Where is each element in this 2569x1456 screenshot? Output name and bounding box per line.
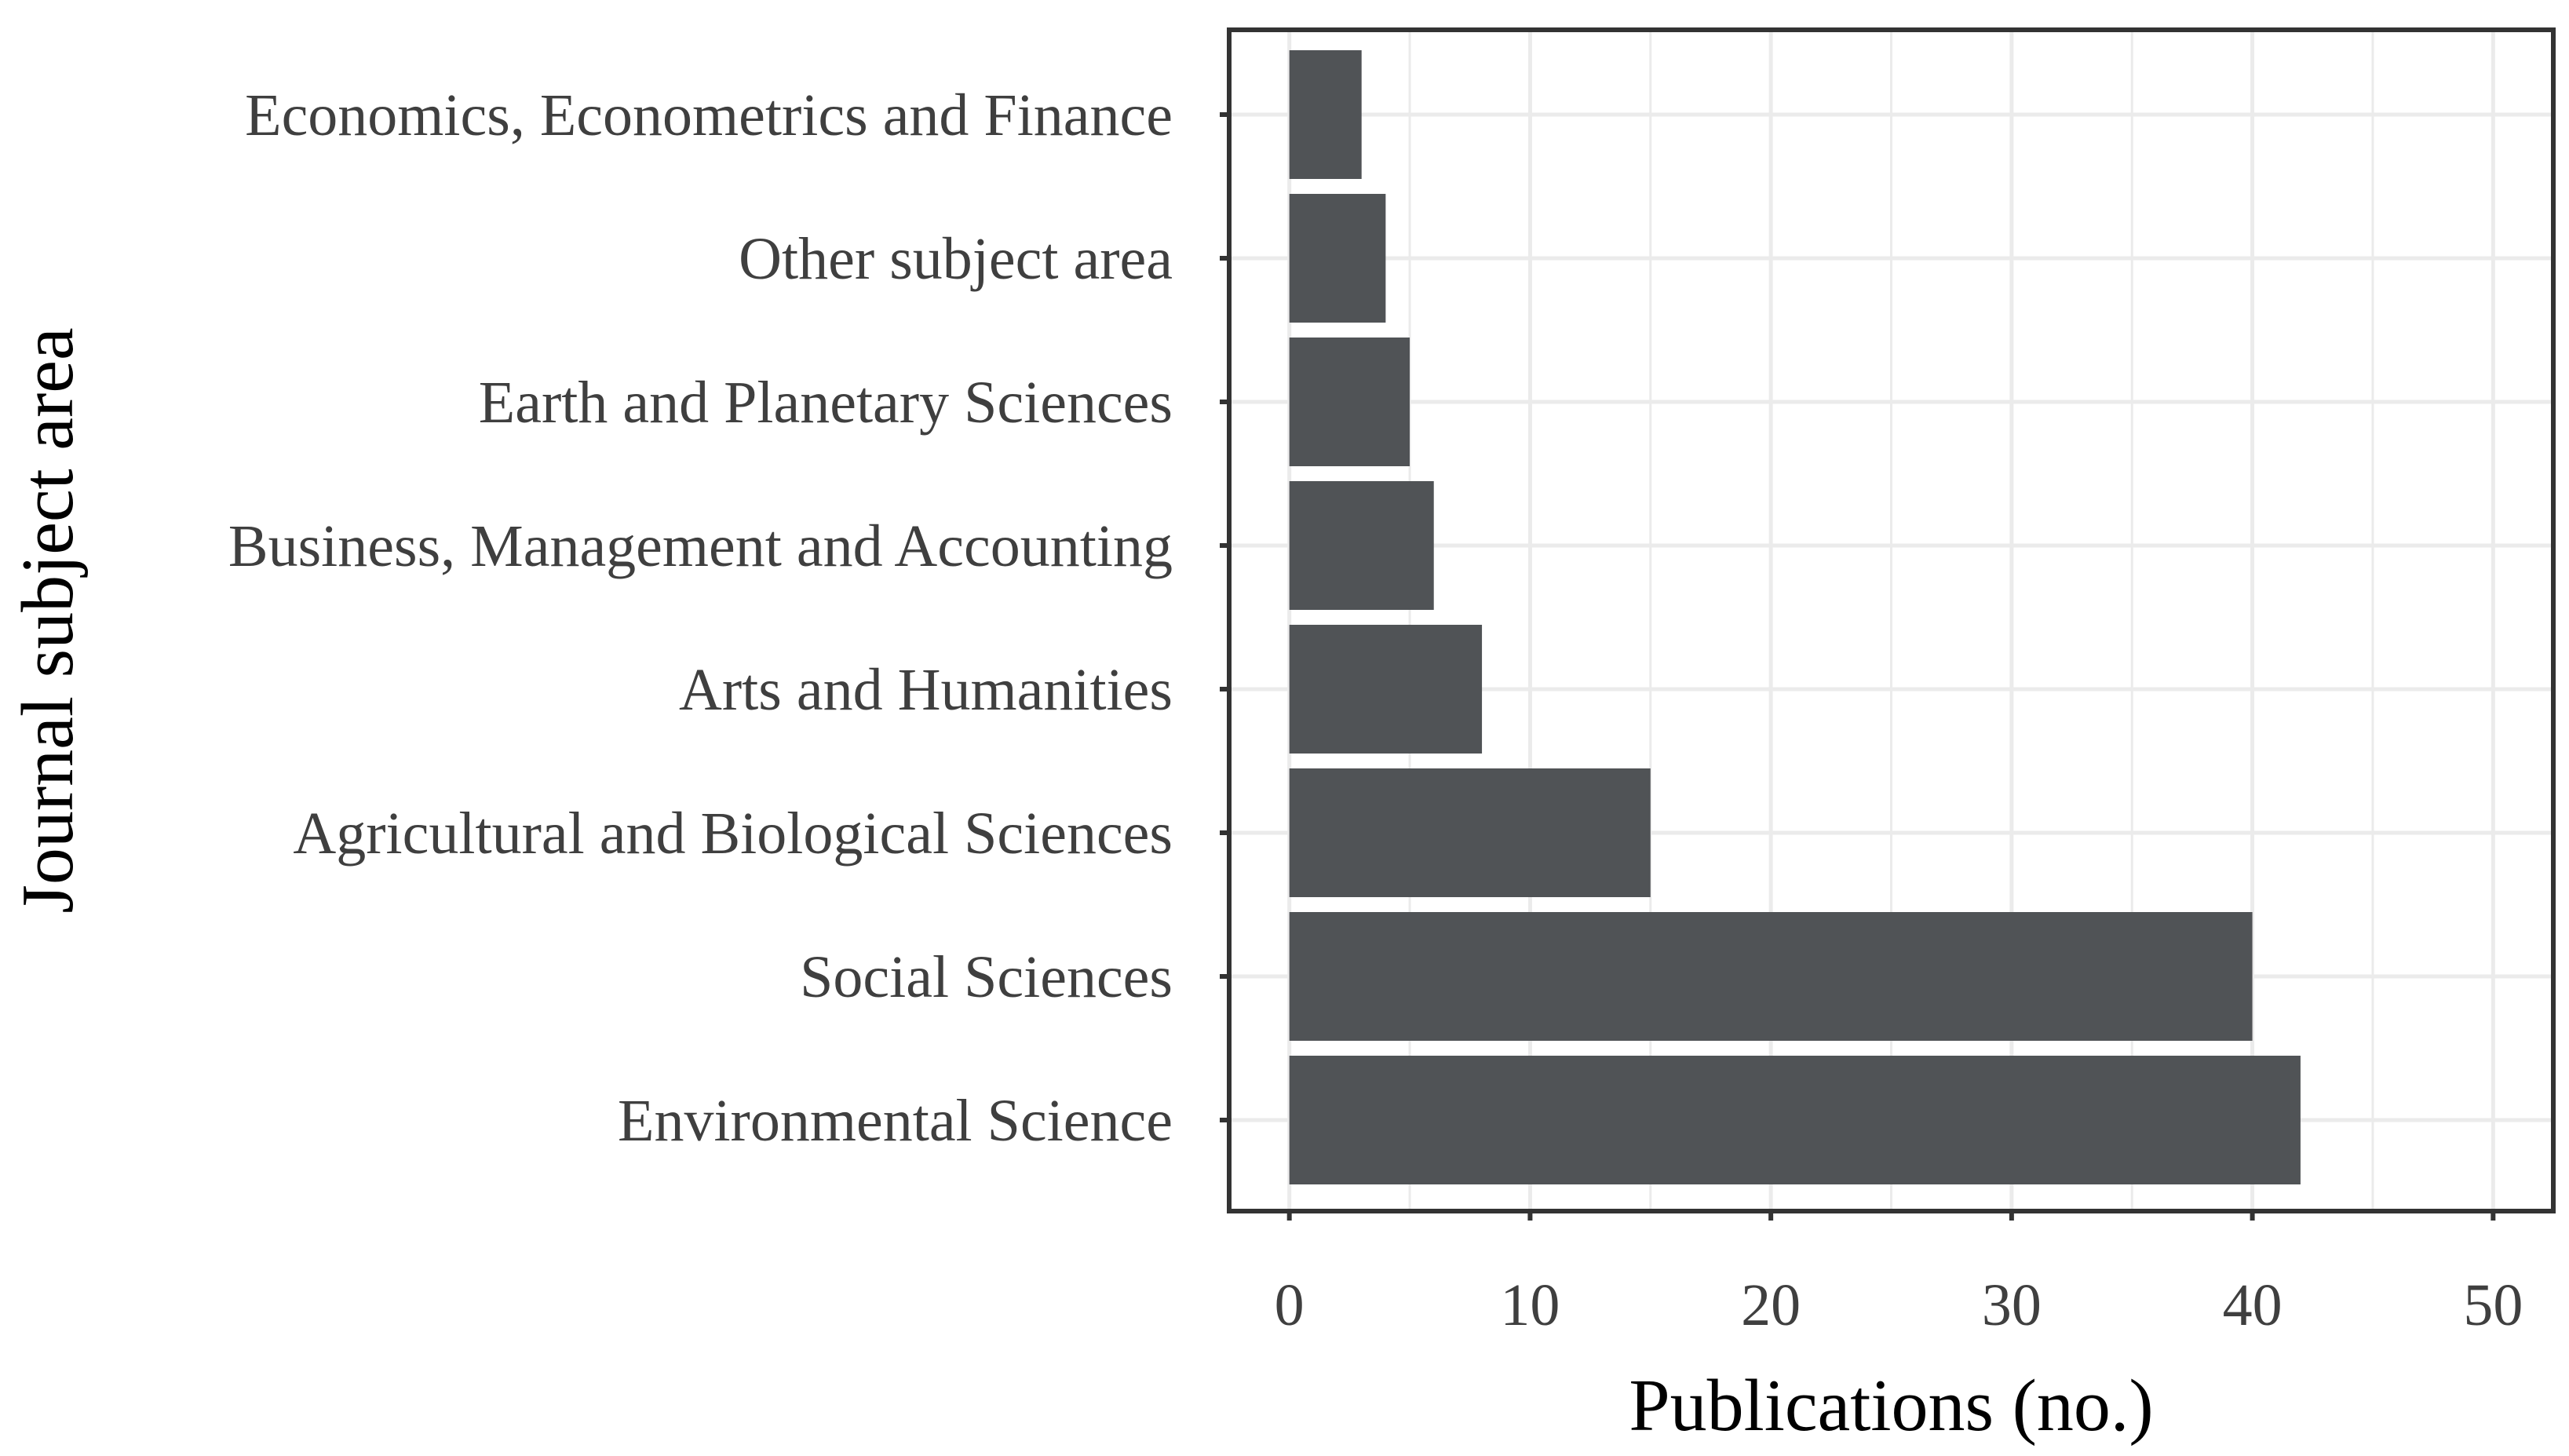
x-tick-label: 30 <box>1982 1272 2042 1338</box>
x-axis-ticks: 0 10 20 30 40 50 <box>1275 1211 2523 1338</box>
y-tick-label: Earth and Planetary Sciences <box>479 370 1173 436</box>
y-tick-label: Economics, Econometrics and Finance <box>245 82 1173 148</box>
x-axis-title: Publications (no.) <box>1629 1365 2153 1447</box>
panel-border <box>1227 27 2556 1213</box>
x-tick-label: 40 <box>2223 1272 2283 1338</box>
bar-3 <box>1289 338 1410 466</box>
x-tick-label: 50 <box>2463 1272 2523 1338</box>
y-tick-label: Business, Management and Accounting <box>228 513 1173 579</box>
y-axis-ticks: Economics, Econometrics and Finance Other… <box>228 82 1229 1154</box>
y-tick-label: Agricultural and Biological Sciences <box>293 801 1173 867</box>
y-tick-label: Other subject area <box>739 226 1173 292</box>
x-tick-label: 20 <box>1741 1272 1801 1338</box>
x-tick-label: 10 <box>1500 1272 1560 1338</box>
bar-8 <box>1289 1056 2301 1184</box>
y-tick-label: Environmental Science <box>618 1088 1173 1154</box>
bar-6 <box>1289 768 1651 897</box>
x-tick-label: 0 <box>1275 1272 1305 1338</box>
bar-5 <box>1289 625 1483 754</box>
y-tick-label: Arts and Humanities <box>679 657 1173 723</box>
bars <box>1289 50 2301 1184</box>
bar-2 <box>1289 194 1386 323</box>
y-axis-title: Journal subject area <box>7 327 89 913</box>
bar-7 <box>1289 912 2253 1041</box>
bar-1 <box>1289 50 1362 179</box>
bar-4 <box>1289 481 1434 610</box>
y-tick-label: Social Sciences <box>800 944 1173 1010</box>
